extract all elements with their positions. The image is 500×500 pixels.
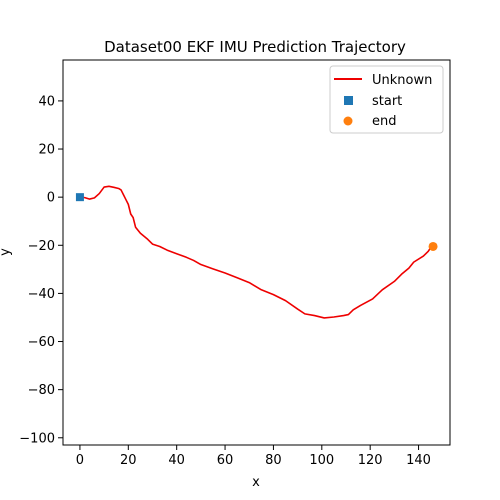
x-tick-label: 60 bbox=[217, 453, 234, 468]
y-tick-label: −20 bbox=[28, 239, 55, 254]
y-tick-label: −80 bbox=[28, 383, 55, 398]
x-tick-label: 140 bbox=[406, 453, 431, 468]
x-tick-label: 20 bbox=[120, 453, 137, 468]
legend-start-swatch bbox=[344, 96, 353, 105]
y-tick-label: −40 bbox=[28, 287, 55, 302]
x-axis-label: x bbox=[252, 475, 260, 490]
x-tick-label: 80 bbox=[265, 453, 282, 468]
y-tick-label: −100 bbox=[19, 431, 55, 446]
y-axis: −100 −80 −60 −40 −20 0 20 40 bbox=[19, 94, 63, 446]
y-tick-label: 0 bbox=[47, 191, 55, 206]
x-tick-label: 120 bbox=[358, 453, 383, 468]
end-marker bbox=[428, 241, 438, 251]
x-tick-label: 40 bbox=[168, 453, 185, 468]
trajectory-line bbox=[79, 185, 432, 319]
x-tick-label: 100 bbox=[309, 453, 334, 468]
legend-label-end: end bbox=[372, 114, 397, 129]
y-tick-label: −60 bbox=[28, 335, 55, 350]
legend: Unknown start end bbox=[329, 65, 444, 134]
legend-end-swatch bbox=[343, 116, 353, 126]
legend-label-start: start bbox=[372, 94, 402, 109]
plot-frame bbox=[62, 59, 451, 446]
x-axis: 0 20 40 60 80 100 120 140 bbox=[76, 445, 431, 468]
start-marker bbox=[75, 193, 84, 202]
y-axis-label: y bbox=[0, 248, 13, 256]
legend-label-series: Unknown bbox=[372, 73, 432, 88]
chart-title: Dataset00 EKF IMU Prediction Trajectory bbox=[104, 38, 406, 56]
y-tick-label: 20 bbox=[38, 143, 55, 158]
legend-box bbox=[329, 65, 444, 134]
y-tick-label: 40 bbox=[38, 94, 55, 109]
x-tick-label: 0 bbox=[76, 453, 84, 468]
